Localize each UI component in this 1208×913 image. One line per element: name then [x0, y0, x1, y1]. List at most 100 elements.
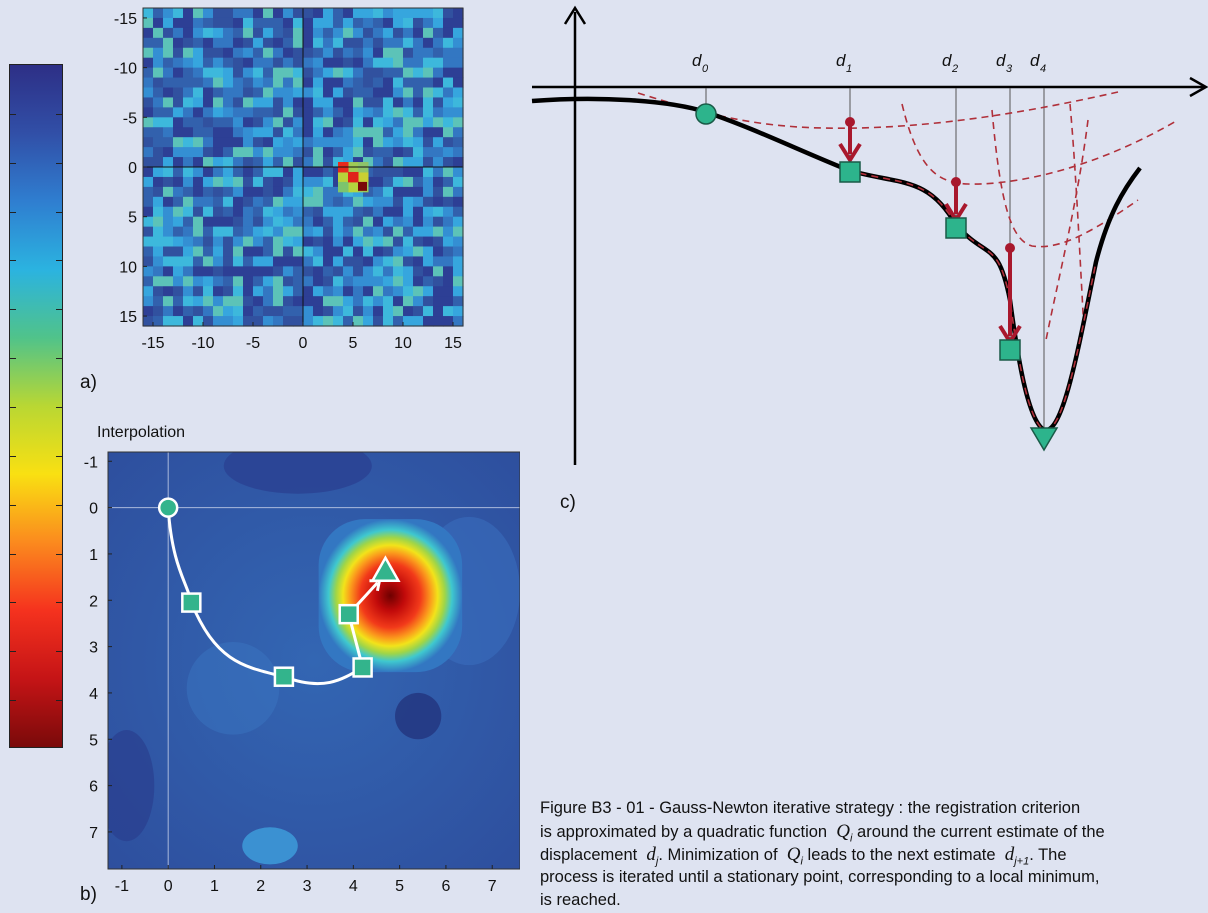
heatmap-cell [183, 127, 194, 138]
heatmap-cell [163, 77, 174, 89]
heatmap-cell [223, 17, 234, 29]
heatmap-cell [343, 47, 354, 59]
heatmap-cell [343, 97, 354, 108]
heatmap-cell [233, 196, 244, 208]
heatmap-cell [363, 127, 374, 138]
heatmap-cell [393, 226, 404, 238]
heatmap-cell [153, 147, 164, 158]
heatmap-cell [203, 216, 214, 228]
heatmap-cell [403, 127, 414, 138]
heatmap-cell [223, 206, 234, 218]
heatmap-cell [283, 167, 294, 178]
heatmap-cell [193, 87, 204, 99]
heatmap-cell [203, 107, 214, 118]
heatmap-cell [243, 27, 254, 39]
heatmap-cell [153, 196, 164, 208]
panel-a-label: a) [80, 372, 97, 393]
heatmap-cell [453, 127, 464, 138]
heatmap-cell [213, 176, 224, 188]
colorbar-tick [56, 309, 62, 311]
heatmap-cell [153, 17, 164, 29]
heatmap-cell [403, 107, 414, 118]
colorbar-tick [56, 211, 62, 213]
y-tick-label: 0 [89, 501, 98, 518]
heatmap-cell [253, 157, 264, 168]
heatmap-cell [223, 296, 234, 307]
heatmap-cell [253, 37, 264, 49]
y-tick-label: 5 [89, 732, 98, 749]
heatmap-cell [273, 316, 284, 327]
heatmap-cell [233, 276, 244, 287]
heatmap-cell [453, 266, 464, 277]
heatmap-cell [443, 206, 454, 218]
heatmap-cell [353, 87, 364, 99]
heatmap-cell [393, 266, 404, 277]
heatmap-cell [233, 296, 244, 307]
heatmap-cell [193, 246, 204, 258]
heatmap-cell [143, 286, 154, 297]
heatmap-cell [223, 196, 234, 208]
heatmap-cell [433, 246, 444, 258]
heatmap-cell [233, 246, 244, 258]
heatmap-cell [363, 206, 374, 218]
heatmap-cell [333, 266, 344, 277]
heatmap-cell [163, 137, 174, 148]
heatmap-cell [403, 87, 414, 99]
heatmap-cell [243, 167, 254, 178]
heatmap-cell [293, 256, 304, 267]
heatmap-cell [213, 147, 224, 158]
iterate-marker [352, 657, 373, 678]
heatmap-cell [283, 157, 294, 168]
heatmap-cell [293, 196, 304, 208]
estimate-label: d [692, 51, 702, 70]
heatmap-cell [263, 147, 274, 158]
heatmap-cell [183, 256, 194, 267]
heatmap-cell [293, 276, 304, 287]
heatmap-cell [173, 37, 184, 49]
heatmap-cell [213, 137, 224, 148]
heatmap-cell [383, 137, 394, 148]
heatmap-blob [242, 827, 298, 865]
heatmap-cell [413, 286, 424, 297]
heatmap-cell [333, 147, 344, 158]
heatmap-cell [303, 306, 314, 317]
x-tick-label: 2 [256, 878, 265, 895]
heatmap-cell [313, 196, 324, 208]
heatmap-cell [223, 97, 234, 108]
heatmap-cell [163, 67, 174, 79]
heatmap-cell [183, 167, 194, 178]
heatmap-cell [383, 236, 394, 248]
y-tick-label: -15 [114, 11, 137, 28]
heatmap-cell [363, 87, 374, 99]
heatmap-cell [433, 67, 444, 79]
heatmap-cell [173, 117, 184, 128]
heatmap-cell [273, 167, 284, 178]
panel-a: -15 -10 -5 0 5 10 15 -15 -10 -5 0 5 10 15 a) [0, 0, 480, 400]
heatmap-cell [333, 117, 344, 128]
heatmap-cell [223, 246, 234, 258]
heatmap-cell [353, 306, 364, 317]
heatmap-cell [263, 97, 274, 108]
heatmap-cell [353, 67, 364, 79]
heatmap-cell [423, 186, 434, 198]
heatmap-cell [253, 206, 264, 218]
heatmap-cell [203, 97, 214, 108]
heatmap-cell [233, 286, 244, 297]
iterate-marker [999, 339, 1021, 361]
heatmap-cell [373, 196, 384, 208]
caption-line-3: displacement dj. Minimization of Qi lead… [540, 844, 1067, 868]
heatmap-cell [413, 117, 424, 128]
heatmap-cell [213, 67, 224, 79]
heatmap-cell [193, 216, 204, 228]
heatmap-cell [193, 57, 204, 69]
heatmap-cell [363, 117, 374, 128]
iterate-marker [181, 592, 202, 613]
heatmap-cell [373, 256, 384, 267]
heatmap-cell [323, 167, 334, 178]
heatmap-cell [313, 157, 324, 168]
heatmap-cell [283, 246, 294, 258]
heatmap-cell [143, 127, 154, 138]
heatmap-cell [343, 226, 354, 238]
heatmap-cell [333, 316, 344, 327]
heatmap-background [108, 452, 520, 869]
